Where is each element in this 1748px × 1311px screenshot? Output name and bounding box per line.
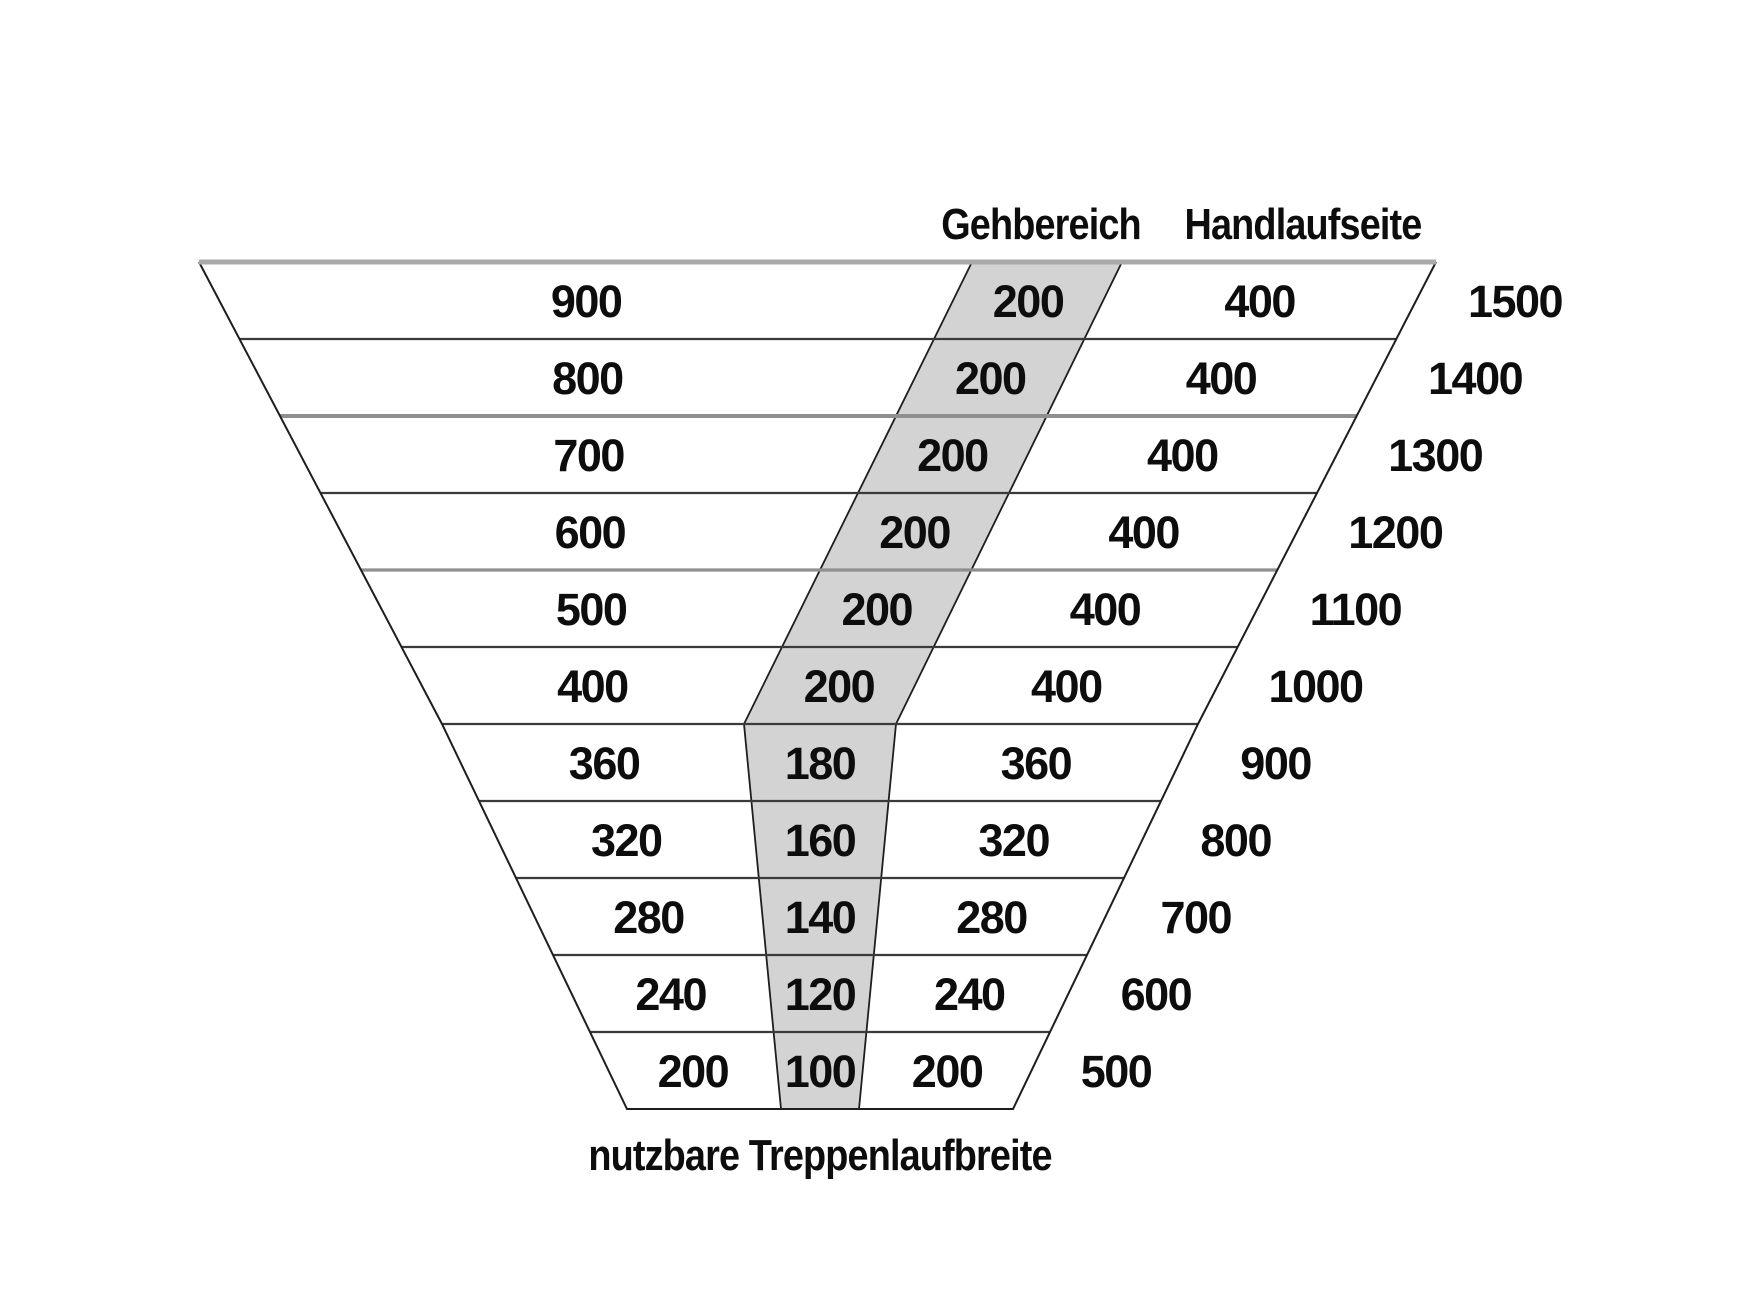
row-4-gehbereich-value: 200 [841, 584, 912, 635]
row-5-gehbereich-value: 200 [804, 661, 875, 712]
row-10-handlauf-value: 200 [912, 1046, 983, 1097]
row-8-total-width-value: 700 [1161, 892, 1232, 943]
row-0-total-width-value: 1500 [1468, 276, 1563, 327]
row-0-handlauf-value: 400 [1224, 276, 1295, 327]
row-9-total-width-value: 600 [1121, 969, 1192, 1020]
row-1-left-width-value: 800 [552, 353, 623, 404]
row-9-handlauf-value: 240 [934, 969, 1005, 1020]
row-0-left-width-value: 900 [551, 276, 622, 327]
row-4-total-width-value: 1100 [1310, 584, 1402, 635]
row-7-total-width-value: 800 [1200, 815, 1271, 866]
row-7-gehbereich-value: 160 [785, 815, 856, 866]
row-4-left-width-value: 500 [556, 584, 627, 635]
row-4-handlauf-value: 400 [1070, 584, 1141, 635]
row-3-left-width-value: 600 [555, 507, 626, 558]
row-8-gehbereich-value: 140 [785, 892, 856, 943]
row-9-gehbereich-value: 120 [785, 969, 856, 1020]
gehbereich-column-header: Gehbereich [941, 200, 1141, 249]
row-2-left-width-value: 700 [553, 430, 624, 481]
row-9-left-width-value: 240 [635, 969, 706, 1020]
row-1-gehbereich-value: 200 [955, 353, 1026, 404]
bottom-caption: nutzbare Treppenlaufbreite [588, 1131, 1052, 1180]
row-6-gehbereich-value: 180 [785, 738, 856, 789]
row-3-gehbereich-value: 200 [879, 507, 950, 558]
row-3-total-width-value: 1200 [1348, 507, 1443, 558]
row-10-total-width-value: 500 [1081, 1046, 1152, 1097]
row-10-gehbereich-value: 100 [785, 1046, 856, 1097]
row-7-left-width-value: 320 [591, 815, 662, 866]
handlaufseite-column-header: Handlaufseite [1184, 200, 1423, 249]
row-8-left-width-value: 280 [613, 892, 684, 943]
row-1-handlauf-value: 400 [1186, 353, 1257, 404]
funnel-outline [198, 261, 1437, 1110]
row-5-left-width-value: 400 [557, 661, 628, 712]
row-7-handlauf-value: 320 [978, 815, 1049, 866]
row-10-left-width-value: 200 [658, 1046, 729, 1097]
row-8-handlauf-value: 280 [956, 892, 1027, 943]
row-5-handlauf-value: 400 [1031, 661, 1102, 712]
row-6-left-width-value: 360 [569, 738, 640, 789]
row-1-total-width-value: 1400 [1428, 353, 1523, 404]
row-6-total-width-value: 900 [1240, 738, 1311, 789]
row-3-handlauf-value: 400 [1108, 507, 1179, 558]
row-0-gehbereich-value: 200 [993, 276, 1064, 327]
row-2-handlauf-value: 400 [1147, 430, 1218, 481]
row-6-handlauf-value: 360 [1001, 738, 1072, 789]
row-2-total-width-value: 1300 [1388, 430, 1483, 481]
row-2-gehbereich-value: 200 [917, 430, 988, 481]
row-5-total-width-value: 1000 [1268, 661, 1363, 712]
